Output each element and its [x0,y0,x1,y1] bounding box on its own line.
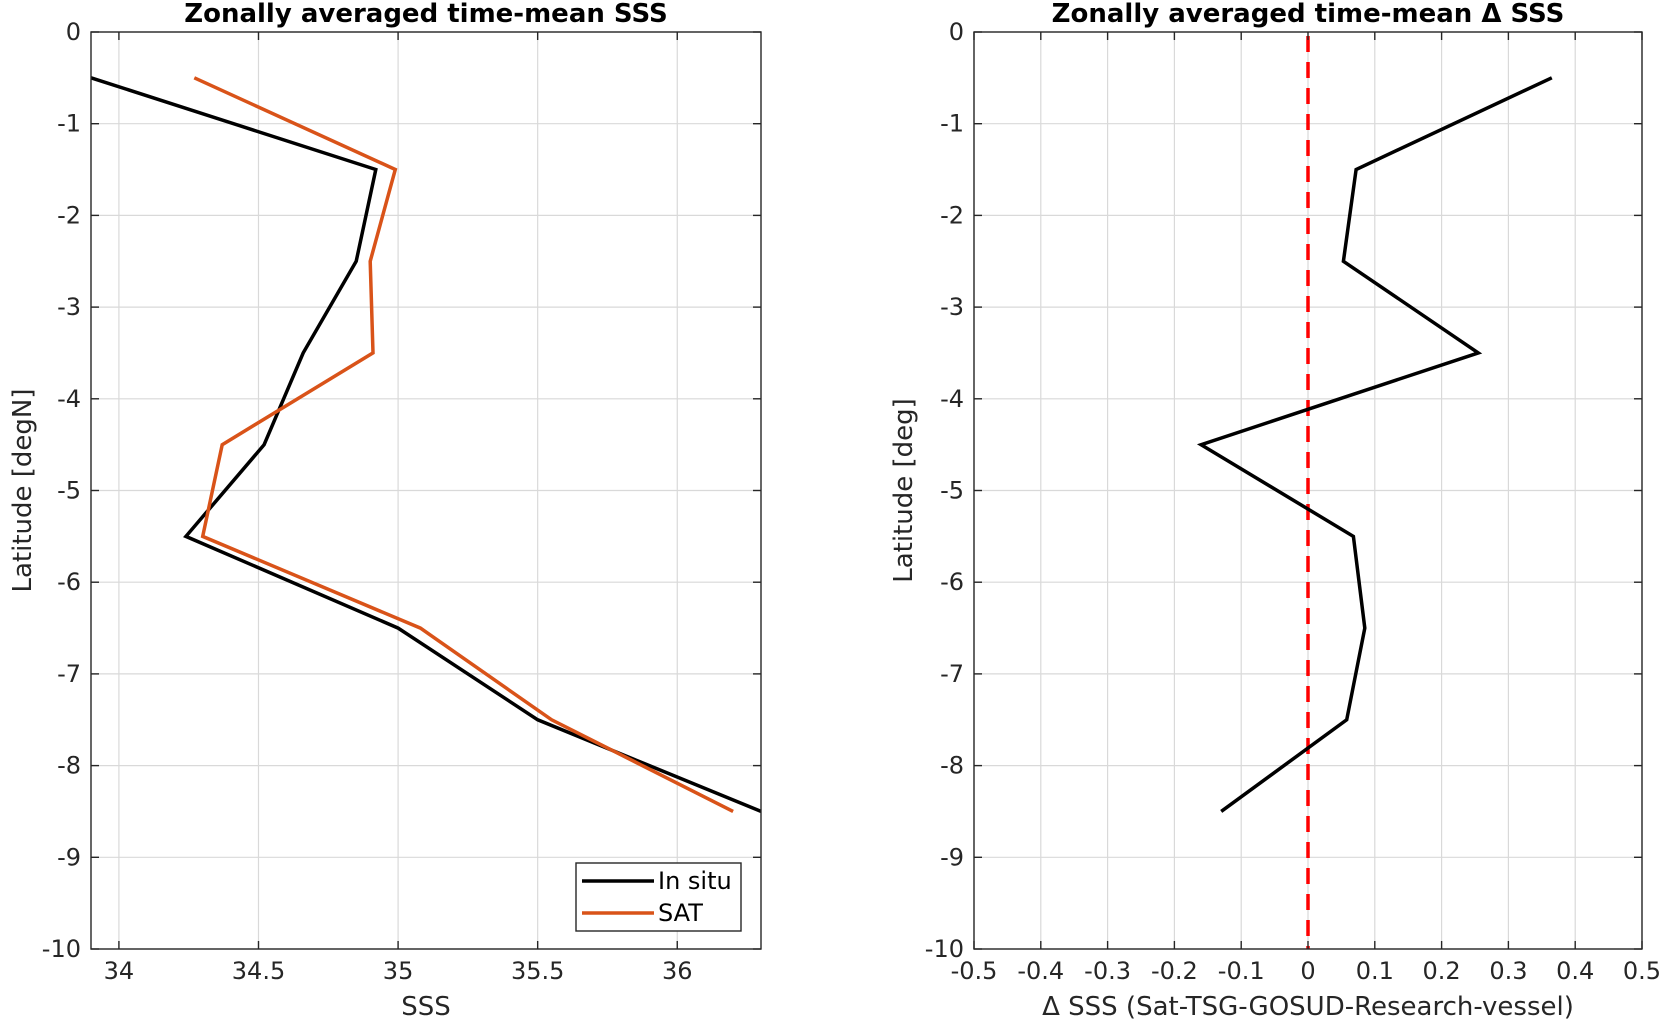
sss-x-tick-label: 35.5 [511,957,564,985]
delta-sss-y-tick-label: -6 [940,568,964,596]
legend-box [575,862,742,932]
sss-y-axis-label: Latitude [degN] [8,388,38,592]
sss-chart-title: Zonally averaged time-mean SSS [184,0,668,29]
delta-sss-x-tick-label: 0.2 [1423,957,1461,985]
sss-series-line-sat [193,76,734,813]
delta-sss-x-tick-label: -0.5 [951,957,998,985]
sss-y-tick-label: 0 [66,18,81,46]
delta-sss-chart-title: Zonally averaged time-mean Δ SSS [1052,0,1565,29]
delta-sss-y-tick-label: -5 [940,477,964,505]
delta-sss-x-tick-label: 0 [1300,957,1315,985]
delta-sss-y-tick-label: -10 [925,935,964,963]
delta-sss-y-tick-label: -9 [940,843,964,871]
sss-y-tick-label: -8 [57,752,81,780]
delta-sss-series-line-delta [1196,76,1553,813]
legend: In situ SAT [575,862,742,932]
legend-label-sat: SAT [658,899,703,927]
delta-sss-x-tick-label: 0.1 [1356,957,1394,985]
sss-x-tick-label: 34 [104,957,135,985]
delta-sss-y-tick-label: -3 [940,293,964,321]
delta-sss-x-tick-label: 0.3 [1489,957,1527,985]
delta-sss-y-tick-label: -7 [940,660,964,688]
sss-y-tick-label: -3 [57,293,81,321]
sss-x-tick-label: 34.5 [232,957,285,985]
delta-sss-y-tick-label: -1 [940,110,964,138]
sss-y-tick-label: -9 [57,843,81,871]
sss-y-tick-label: -1 [57,110,81,138]
delta-sss-y-tick-label: -4 [940,385,964,413]
delta-sss-y-tick-label: 0 [949,18,964,46]
delta-sss-x-tick-label: 0.4 [1556,957,1594,985]
legend-label-in-situ: In situ [658,867,732,895]
delta-sss-y-tick-label: -2 [940,201,964,229]
sss-y-tick-label: -7 [57,660,81,688]
sss-series-line-in-situ [90,76,762,814]
delta-sss-x-axis-label: Δ SSS (Sat-TSG-GOSUD-Research-vessel) [1042,992,1574,1022]
sss-y-tick-label: -5 [57,477,81,505]
delta-sss-x-tick-label: -0.2 [1151,957,1198,985]
delta-sss-y-tick-label: -8 [940,752,964,780]
sss-y-tick-label: -4 [57,385,81,413]
delta-sss-panel: -0.5 -0.4 -0.3 -0.2 -0.1 0 0.1 0.2 0.3 0.4 0.5 0 -1 -… [889,0,1661,1022]
sss-x-tick-label: 36 [662,957,693,985]
delta-sss-x-tick-label: -0.1 [1218,957,1265,985]
delta-sss-x-tick-label: -0.3 [1084,957,1131,985]
sss-x-tick-label: 35 [383,957,414,985]
delta-sss-x-tick-label: 0.5 [1623,957,1661,985]
sss-x-axis-label: SSS [401,992,451,1022]
delta-sss-x-tick-label: -0.4 [1017,957,1064,985]
sss-y-tick-label: -10 [42,935,81,963]
sss-panel: 34 34.5 35 35.5 36 0 -1 -2 -3 -4 -5 -6 -7 -8 -9 -10 Zon… [8,0,762,1022]
delta-sss-y-axis-label: Latitude [deg] [889,398,919,583]
sss-y-tick-label: -2 [57,201,81,229]
sss-y-tick-label: -6 [57,568,81,596]
